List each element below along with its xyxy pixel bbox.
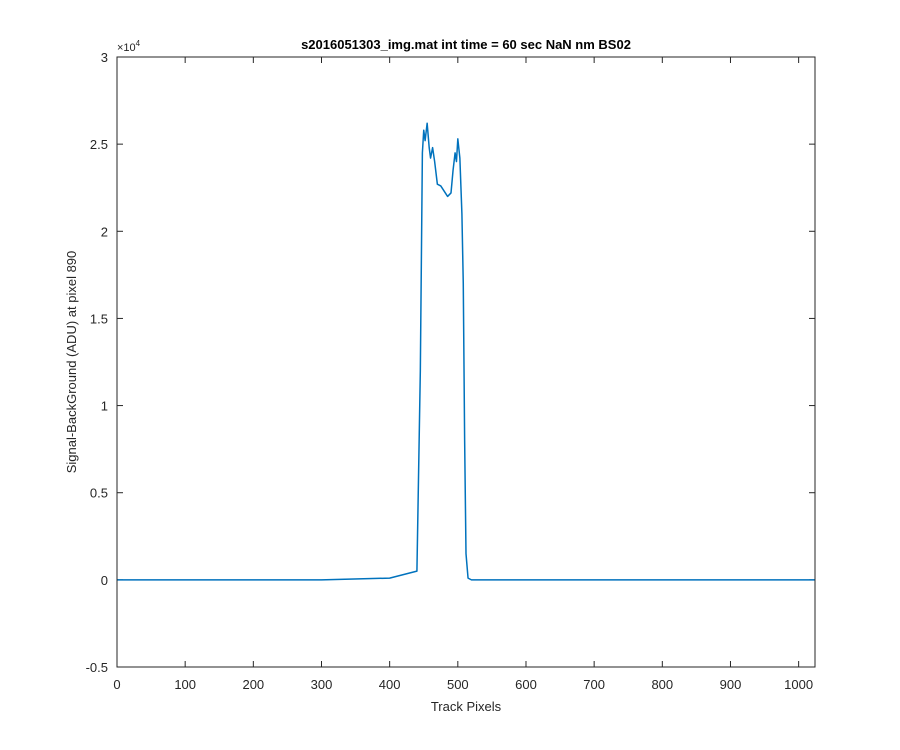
x-tick-label: 500 — [447, 677, 469, 692]
y-tick-label: 1.5 — [90, 311, 108, 326]
x-tick-label: 0 — [113, 677, 120, 692]
plot-area — [117, 57, 815, 667]
y-axis-label: Signal-BackGround (ADU) at pixel 890 — [64, 251, 79, 474]
y-tick-label: 0 — [101, 573, 108, 588]
plot-frame — [116, 56, 816, 668]
x-tick-label: 100 — [174, 677, 196, 692]
x-tick-label: 900 — [720, 677, 742, 692]
series-layer — [117, 122, 815, 581]
y-tick-label: 3 — [101, 50, 108, 65]
x-tick-label: 400 — [379, 677, 401, 692]
y-exponent-power: 4 — [136, 39, 141, 48]
y-tick-label: -0.5 — [86, 660, 108, 675]
series-line — [117, 122, 815, 581]
x-tick-label: 1000 — [784, 677, 813, 692]
x-tick-label: 600 — [515, 677, 537, 692]
x-tick-label: 300 — [311, 677, 333, 692]
y-axis-exponent: ×104 — [117, 39, 141, 54]
axis-ticks: 0 100 200 300 400 500 600 700 800 900 1000 -0.5 0 0.5… — [86, 50, 815, 692]
y-tick-label: 2.5 — [90, 137, 108, 152]
y-tick-label: 1 — [101, 399, 108, 414]
x-tick-label: 700 — [583, 677, 605, 692]
chart-title: s2016051303_img.mat int time = 60 sec Na… — [301, 37, 631, 52]
y-tick-label: 0.5 — [90, 486, 108, 501]
x-axis-label: Track Pixels — [431, 699, 502, 714]
x-tick-label: 200 — [242, 677, 264, 692]
y-exponent-base: ×10 — [117, 42, 136, 54]
x-tick-label: 800 — [651, 677, 673, 692]
y-tick-label: 2 — [101, 224, 108, 239]
